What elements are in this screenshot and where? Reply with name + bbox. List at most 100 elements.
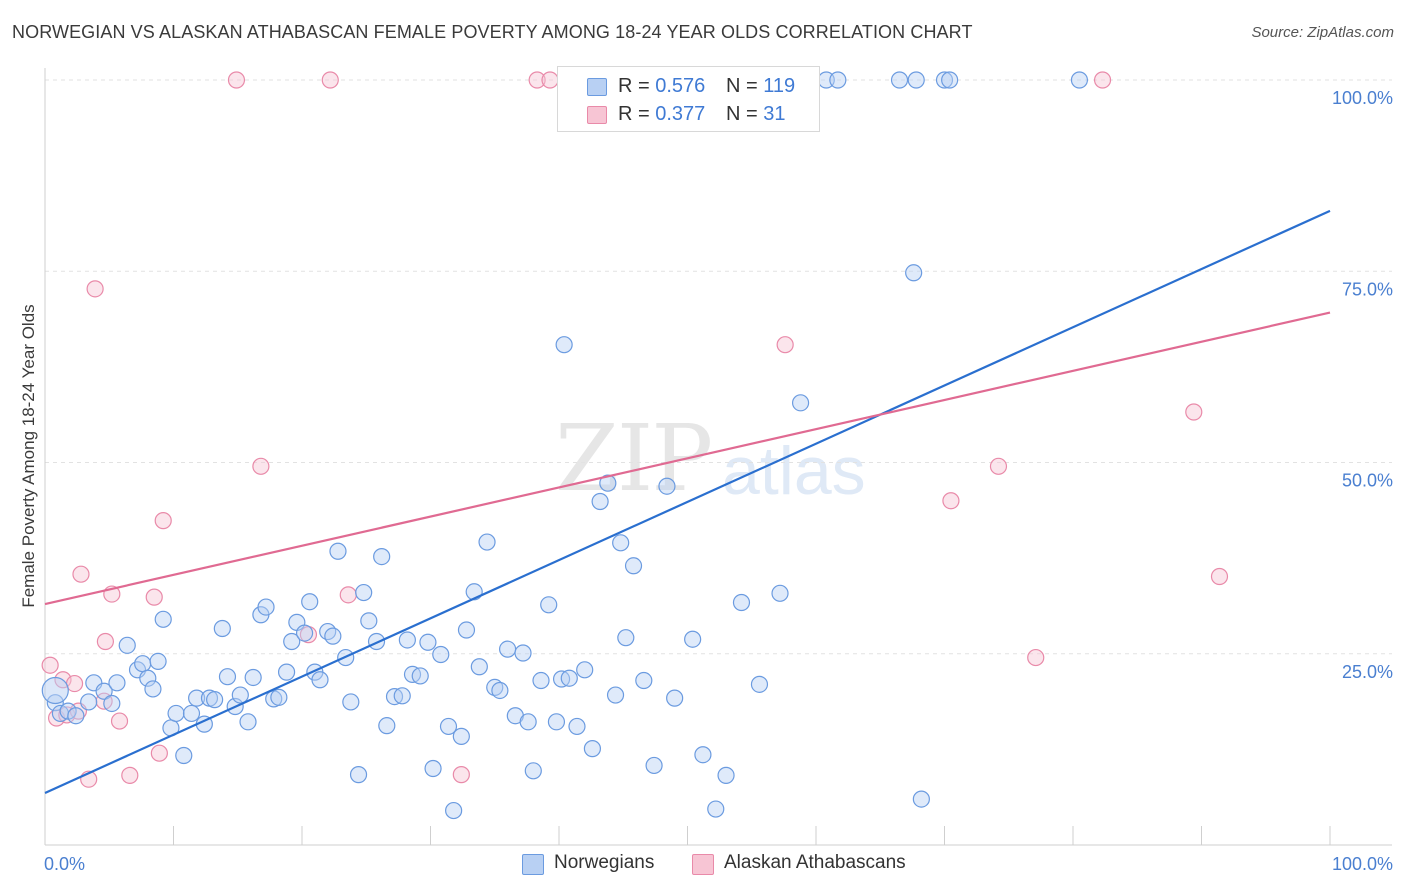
norwegian-point — [213, 619, 231, 638]
norwegian-point — [80, 693, 98, 711]
norwegian-point — [324, 627, 342, 645]
norwegian-point — [319, 622, 337, 641]
norwegian-point — [478, 533, 496, 551]
y-tick-label: 75.0% — [1342, 279, 1393, 299]
athabascan-point — [72, 565, 90, 583]
norwegian-point — [470, 658, 488, 676]
norwegian-point — [355, 583, 373, 602]
athabascan-point — [252, 457, 270, 475]
norwegian-point — [591, 492, 609, 511]
blue-points — [41, 71, 1089, 820]
norwegian-point — [583, 740, 602, 758]
norwegian-point — [182, 704, 201, 723]
norwegian-point — [576, 661, 594, 679]
athabascan-point — [145, 588, 163, 606]
trend-lines — [44, 209, 1331, 794]
athabascan-point — [989, 457, 1008, 475]
norwegian-point — [771, 584, 789, 602]
norwegian-point — [606, 686, 625, 704]
norwegian-point — [907, 71, 925, 89]
norwegian-point — [118, 636, 136, 654]
norwegian-point — [750, 675, 769, 693]
athabascan-point — [942, 492, 960, 510]
norwegian-point — [612, 534, 630, 552]
axes — [44, 68, 1392, 846]
norwegian-point — [560, 669, 578, 687]
athabascan-point — [776, 336, 794, 354]
athabascan-point — [65, 674, 84, 693]
norwegian-point — [149, 652, 167, 671]
pink-swatch-icon — [692, 854, 714, 875]
pink-points — [41, 71, 1229, 788]
norwegian-point — [486, 678, 504, 697]
legend-n: N = 31 — [726, 103, 786, 125]
athabascan-trend-line — [44, 311, 1331, 606]
norwegian-point — [624, 557, 643, 575]
norwegian-point — [41, 676, 69, 705]
athabascan-point — [96, 632, 114, 651]
y-axis-label: Female Poverty Among 18-24 Year Olds — [19, 304, 38, 607]
norwegian-point — [378, 717, 396, 735]
norwegian-point — [445, 801, 463, 820]
norwegian-point — [457, 621, 476, 639]
norwegian-point — [935, 71, 954, 89]
norwegian-point — [342, 693, 360, 711]
norwegian-point — [108, 674, 126, 692]
norwegian-point — [732, 593, 751, 612]
norwegian-point — [231, 686, 249, 704]
norwegian-point — [393, 687, 411, 705]
athabascan-point — [1210, 567, 1229, 586]
norwegian-point — [547, 713, 566, 731]
norwegian-point — [239, 713, 257, 731]
norwegian-point — [645, 756, 663, 775]
norwegian-point — [139, 669, 157, 687]
norwegian-point — [270, 688, 288, 706]
norwegian-point — [295, 624, 314, 642]
norwegian-point — [367, 632, 386, 651]
norwegian-point — [694, 746, 712, 764]
norwegian-point — [419, 633, 437, 651]
norwegian-point — [658, 477, 676, 495]
norwegian-point — [144, 680, 162, 698]
norwegian-point — [411, 667, 429, 685]
norwegian-point — [524, 762, 542, 780]
norwegian-point — [941, 71, 959, 89]
norwegian-point — [452, 727, 470, 745]
x-tick-label: 0.0% — [44, 854, 85, 874]
norwegian-point — [514, 644, 532, 662]
athabascan-point — [1093, 71, 1112, 89]
y-tick-label: 25.0% — [1342, 662, 1393, 682]
gridlines — [45, 79, 1392, 655]
athabascan-point — [227, 71, 246, 89]
norwegian-point — [398, 631, 416, 649]
norwegian-point — [432, 645, 450, 664]
legend-r: R = 0.576 — [618, 75, 706, 97]
norwegian-point — [532, 671, 550, 690]
norwegian-trend-line — [44, 209, 1331, 794]
athabascan-point — [1027, 648, 1045, 667]
norwegian-point — [791, 394, 810, 412]
norwegian-point — [188, 689, 206, 707]
norwegian-point — [277, 663, 296, 681]
norwegian-point — [283, 632, 301, 651]
norwegian-point — [373, 547, 391, 566]
norwegian-point — [424, 759, 442, 778]
athabascan-point — [339, 586, 357, 604]
legend-n: N = 119 — [726, 75, 796, 97]
norwegian-point — [499, 640, 517, 658]
athabascan-point — [541, 71, 559, 89]
norwegian-point — [1070, 71, 1089, 89]
pink-swatch-icon — [587, 106, 607, 124]
norwegian-point — [206, 691, 224, 709]
athabascan-point — [154, 512, 172, 530]
norwegian-point — [829, 71, 847, 89]
norwegian-point — [568, 717, 586, 736]
athabascan-point — [121, 766, 139, 784]
norwegian-point — [301, 593, 319, 611]
athabascan-point — [86, 280, 104, 298]
norwegian-point — [134, 655, 152, 673]
axis-labels: 25.0% 50.0% 75.0% 100.0% 0.0% 100.0% Female Po… — [19, 88, 1393, 874]
norwegian-point — [707, 800, 725, 818]
norwegian-point — [635, 671, 653, 690]
y-tick-label: 100.0% — [1332, 88, 1393, 108]
